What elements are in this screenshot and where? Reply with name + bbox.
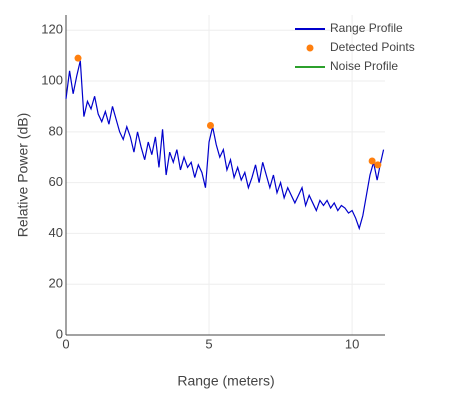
point (368, 157, 376, 165)
y-tick-label: 120 (41, 22, 63, 37)
y-tick-label: 60 (49, 174, 63, 189)
legend-label: Noise Profile (330, 59, 398, 73)
point (206, 121, 214, 129)
y-tick-label: 40 (49, 225, 63, 240)
y-tick-label: 80 (49, 123, 63, 138)
x-axis-label: Range (meters) (177, 373, 274, 389)
point (374, 161, 382, 169)
line (65, 60, 385, 231)
legend-label: Detected Points (330, 40, 415, 54)
legend-label: Range Profile (330, 21, 403, 35)
y-tick-label: 20 (49, 276, 63, 291)
legend-symbol (306, 44, 314, 52)
y-tick-label: 0 (56, 326, 63, 341)
x-tick-label: 0 (62, 336, 69, 351)
x-tick-label: 10 (345, 336, 359, 351)
y-axis-label: Relative Power (dB) (15, 113, 31, 238)
y-tick-label: 100 (41, 72, 63, 87)
x-tick-label: 5 (205, 336, 212, 351)
point (74, 54, 82, 62)
